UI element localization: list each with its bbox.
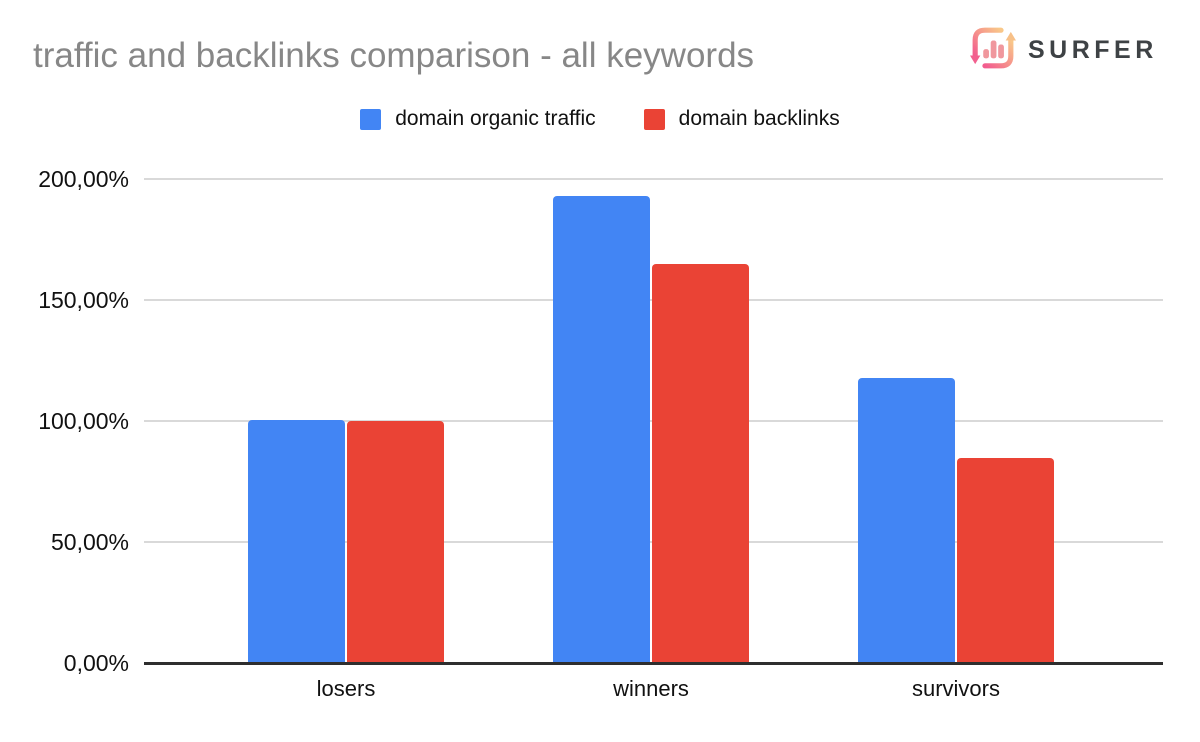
gridline-200 [144,178,1163,180]
bar-losers-backlinks [347,421,444,663]
surfer-logo-icon [970,25,1016,76]
x-tick-label-survivors: survivors [911,676,1000,701]
y-tick-label: 100,00% [38,408,129,434]
legend-swatch-blue [360,108,382,130]
x-axis-line [144,662,1163,665]
chart-legend: domain organic traffic domain backlinks [0,103,1200,135]
legend-label: domain backlinks [678,107,840,130]
bar-survivors-traffic [858,377,955,663]
plot-area: losers winners survivors [144,178,1163,701]
bar-survivors-backlinks [957,458,1054,663]
legend-item-backlinks: domain backlinks [643,107,840,131]
y-tick-label: 50,00% [50,529,129,555]
legend-item-organic-traffic: domain organic traffic [360,107,596,131]
x-tick-label-winners: winners [613,676,689,701]
surfer-wordmark: SURFER [1028,36,1158,64]
y-tick-label: 0,00% [63,650,129,676]
x-tick-label-losers: losers [316,676,376,701]
y-tick-label: 150,00% [38,287,129,313]
bar-winners-backlinks [652,263,749,663]
y-tick-label: 200,00% [38,166,129,192]
bar-losers-traffic [248,420,345,663]
surfer-logo: SURFER [970,25,1158,76]
bar-winners-traffic [553,195,650,663]
legend-swatch-red [643,108,665,130]
legend-label: domain organic traffic [395,107,596,130]
chart-title: traffic and backlinks comparison - all k… [33,36,755,75]
